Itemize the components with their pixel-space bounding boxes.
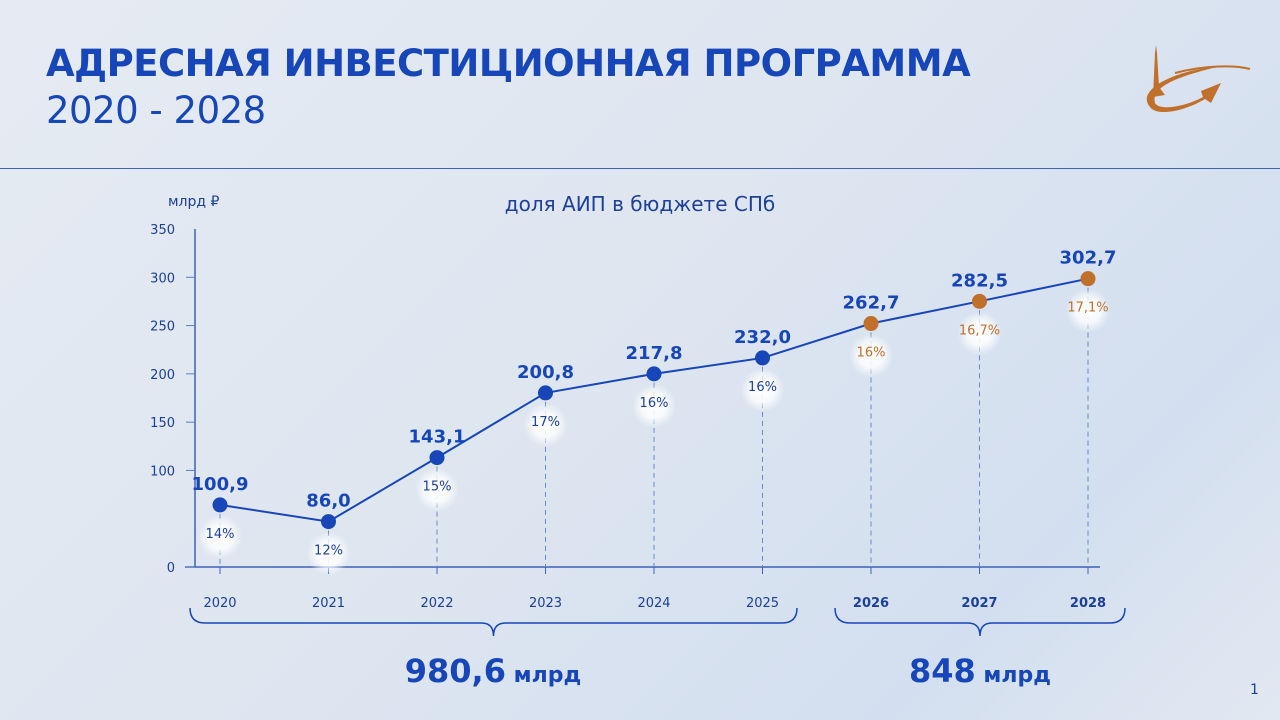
share-label: 15% bbox=[423, 480, 452, 495]
x-tick-label: 2026 bbox=[853, 596, 889, 611]
y-tick-label: 0 bbox=[167, 561, 175, 576]
page-number: 1 bbox=[1250, 682, 1259, 698]
share-glow bbox=[1066, 288, 1110, 333]
share-label: 16% bbox=[857, 346, 886, 361]
y-tick-label: 200 bbox=[150, 368, 175, 383]
data-point bbox=[321, 514, 336, 530]
share-label: 12% bbox=[314, 544, 343, 559]
total-unit: млрд bbox=[976, 663, 1051, 688]
total-value: 848 bbox=[909, 652, 976, 690]
header-divider bbox=[0, 168, 1280, 169]
data-point bbox=[212, 497, 228, 513]
data-point bbox=[863, 316, 879, 332]
value-label: 282,5 bbox=[951, 270, 1008, 291]
x-tick-label: 2028 bbox=[1070, 596, 1106, 611]
total-label: 980,6 млрд bbox=[405, 652, 582, 690]
value-label: 302,7 bbox=[1060, 248, 1117, 269]
total-label: 848 млрд bbox=[909, 652, 1051, 690]
y-tick-label: 100 bbox=[150, 464, 175, 479]
share-label: 17,1% bbox=[1067, 301, 1108, 316]
share-glow bbox=[523, 402, 568, 447]
y-axis-unit: млрд ₽ bbox=[168, 194, 220, 210]
share-glow bbox=[632, 383, 676, 428]
y-tick-label: 350 bbox=[150, 223, 175, 238]
share-label: 16,7% bbox=[959, 323, 1000, 338]
data-point bbox=[972, 293, 987, 309]
value-label: 143,1 bbox=[409, 427, 466, 448]
share-glow bbox=[740, 367, 785, 412]
x-tick-label: 2021 bbox=[312, 596, 345, 611]
x-tick-label: 2024 bbox=[637, 596, 670, 611]
y-tick-label: 150 bbox=[150, 416, 175, 431]
data-point bbox=[538, 385, 553, 401]
value-label: 86,0 bbox=[306, 491, 350, 512]
share-glow bbox=[306, 531, 351, 576]
value-label: 262,7 bbox=[843, 293, 900, 314]
x-tick-label: 2023 bbox=[529, 596, 562, 611]
total-value: 980,6 bbox=[405, 652, 506, 690]
share-label: 16% bbox=[640, 396, 669, 411]
value-label: 100,9 bbox=[192, 474, 249, 495]
value-label: 232,0 bbox=[734, 327, 791, 348]
y-tick-label: 300 bbox=[150, 271, 175, 286]
title-line-2: 2020 - 2028 bbox=[46, 89, 266, 132]
x-tick-label: 2020 bbox=[203, 596, 236, 611]
value-label: 200,8 bbox=[517, 362, 574, 383]
x-tick-label: 2027 bbox=[961, 596, 997, 611]
share-label: 17% bbox=[531, 415, 560, 430]
share-label: 14% bbox=[206, 527, 235, 542]
share-glow bbox=[415, 467, 459, 512]
chart-title: доля АИП в бюджете СПб bbox=[504, 192, 776, 216]
x-tick-label: 2025 bbox=[746, 596, 779, 611]
share-glow bbox=[849, 333, 893, 378]
brace-2026-2028 bbox=[834, 607, 1126, 637]
page-title: АДРЕСНАЯ ИНВЕСТИЦИОННАЯ ПРОГРАММА 2020 -… bbox=[46, 40, 971, 134]
share-glow bbox=[957, 311, 1002, 356]
title-line-1: АДРЕСНАЯ ИНВЕСТИЦИОННАЯ ПРОГРАММА bbox=[46, 42, 971, 85]
share-glow bbox=[198, 514, 242, 559]
data-point bbox=[755, 350, 770, 366]
y-tick-label: 250 bbox=[150, 320, 175, 335]
share-label: 16% bbox=[748, 380, 777, 395]
data-point bbox=[1080, 271, 1096, 287]
total-unit: млрд bbox=[506, 663, 581, 688]
data-point bbox=[429, 450, 445, 466]
data-point bbox=[646, 366, 662, 382]
brace-2020-2025 bbox=[189, 607, 798, 637]
x-tick-label: 2022 bbox=[420, 596, 453, 611]
value-label: 217,8 bbox=[626, 343, 683, 364]
